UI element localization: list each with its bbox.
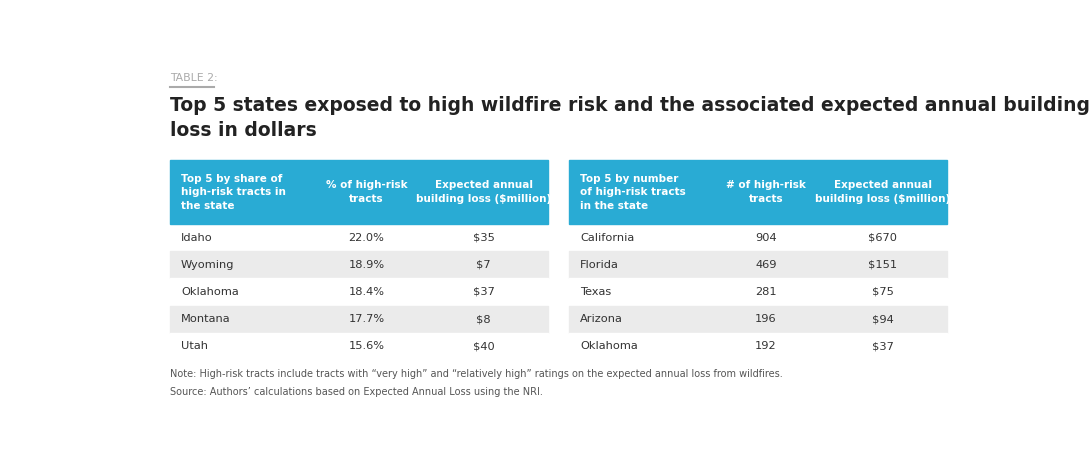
Bar <box>170 251 548 278</box>
Text: Expected annual
building loss ($million): Expected annual building loss ($million) <box>416 180 552 204</box>
Text: 15.6%: 15.6% <box>349 341 385 351</box>
Bar <box>170 333 548 360</box>
Text: 22.0%: 22.0% <box>349 233 385 243</box>
Text: Utah: Utah <box>181 341 208 351</box>
Bar <box>170 160 548 224</box>
Text: Source: Authors’ calculations based on Expected Annual Loss using the NRI.: Source: Authors’ calculations based on E… <box>170 387 543 397</box>
Text: 469: 469 <box>755 260 776 270</box>
Text: $75: $75 <box>872 287 894 297</box>
Text: $151: $151 <box>869 260 897 270</box>
Text: Texas: Texas <box>580 287 611 297</box>
Text: Oklahoma: Oklahoma <box>181 287 239 297</box>
Text: $8: $8 <box>476 314 492 324</box>
Text: Top 5 by share of
high-risk tracts in
the state: Top 5 by share of high-risk tracts in th… <box>181 174 286 211</box>
Text: 17.7%: 17.7% <box>349 314 385 324</box>
Text: loss in dollars: loss in dollars <box>170 121 317 140</box>
Text: $37: $37 <box>872 341 894 351</box>
Text: Arizona: Arizona <box>580 314 623 324</box>
Text: Florida: Florida <box>580 260 619 270</box>
Bar <box>170 224 548 251</box>
Text: $37: $37 <box>473 287 495 297</box>
Text: $670: $670 <box>869 233 897 243</box>
Text: 904: 904 <box>755 233 776 243</box>
Text: TABLE 2:: TABLE 2: <box>170 73 218 83</box>
Text: California: California <box>580 233 634 243</box>
Text: Oklahoma: Oklahoma <box>580 341 638 351</box>
Bar <box>569 305 947 333</box>
Bar <box>569 160 947 224</box>
Text: $94: $94 <box>872 314 894 324</box>
Text: Wyoming: Wyoming <box>181 260 234 270</box>
Text: Top 5 by number
of high-risk tracts
in the state: Top 5 by number of high-risk tracts in t… <box>580 174 686 211</box>
Bar <box>569 224 947 251</box>
Text: Montana: Montana <box>181 314 231 324</box>
Text: 18.4%: 18.4% <box>349 287 385 297</box>
Text: Top 5 states exposed to high wildfire risk and the associated expected annual bu: Top 5 states exposed to high wildfire ri… <box>170 97 1090 115</box>
Text: # of high-risk
tracts: # of high-risk tracts <box>726 180 806 204</box>
Text: $7: $7 <box>476 260 492 270</box>
Bar <box>170 305 548 333</box>
Text: 18.9%: 18.9% <box>349 260 385 270</box>
Text: $40: $40 <box>473 341 495 351</box>
Bar <box>569 333 947 360</box>
Text: % of high-risk
tracts: % of high-risk tracts <box>326 180 408 204</box>
Bar <box>569 251 947 278</box>
Bar <box>170 278 548 305</box>
Text: 281: 281 <box>755 287 776 297</box>
Bar <box>569 278 947 305</box>
Text: Note: High-risk tracts include tracts with “very high” and “relatively high” rat: Note: High-risk tracts include tracts wi… <box>170 369 783 379</box>
Text: 196: 196 <box>755 314 776 324</box>
Text: Idaho: Idaho <box>181 233 213 243</box>
Text: Expected annual
building loss ($million): Expected annual building loss ($million) <box>815 180 950 204</box>
Text: 192: 192 <box>755 341 776 351</box>
Text: $35: $35 <box>473 233 495 243</box>
